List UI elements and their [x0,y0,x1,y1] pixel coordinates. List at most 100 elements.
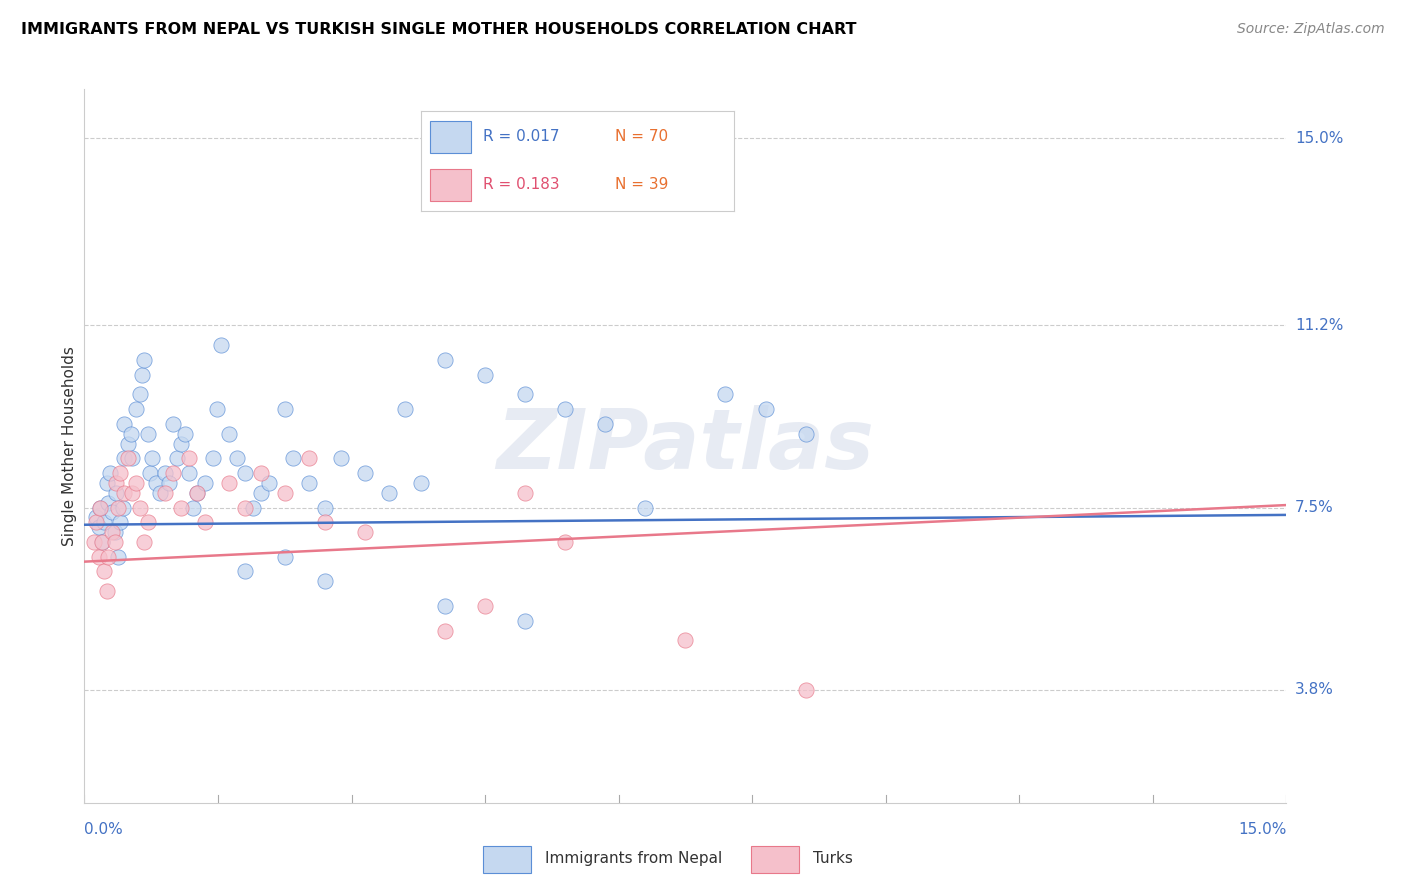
Point [675,633,697,648]
Point [134,352,156,367]
Point [101,525,124,540]
Text: 11.2%: 11.2% [1295,318,1343,333]
Point [134,535,156,549]
Point [249,466,271,480]
Point [117,451,139,466]
Point [107,549,129,564]
Point [329,451,352,466]
Point [125,402,148,417]
Point [87,549,110,564]
Point [194,516,217,530]
Point [274,402,297,417]
Point [595,417,617,431]
Point [114,451,135,466]
Point [97,549,120,564]
Point [515,485,537,500]
Point [298,475,321,490]
Point [121,451,143,466]
Text: ZIPatlas: ZIPatlas [496,406,875,486]
Point [93,516,115,530]
Point [101,505,124,519]
Point [378,485,401,500]
Point [89,500,111,515]
Point [145,475,167,490]
Text: 7.5%: 7.5% [1295,500,1333,515]
Point [169,436,191,450]
Point [434,352,457,367]
Point [354,525,377,540]
Point [125,475,148,490]
Point [111,500,134,515]
Point [218,426,240,441]
Text: Immigrants from Nepal: Immigrants from Nepal [546,851,723,866]
Point [634,500,657,515]
Point [218,475,240,490]
Point [121,485,143,500]
Point [554,535,576,549]
Text: 3.8%: 3.8% [1295,682,1334,698]
Point [105,485,128,500]
Point [257,475,280,490]
Point [87,520,110,534]
Point [354,466,377,480]
Point [110,466,132,480]
Point [107,500,129,515]
Point [274,549,297,564]
Point [141,451,163,466]
Point [186,485,208,500]
Point [169,500,191,515]
Point [91,535,114,549]
Point [104,535,127,549]
Point [149,485,172,500]
Point [209,338,232,352]
Point [120,426,142,441]
Point [554,402,576,417]
Point [205,402,228,417]
Point [177,451,200,466]
Point [714,387,737,401]
Point [474,368,496,382]
Point [114,485,135,500]
Text: IMMIGRANTS FROM NEPAL VS TURKISH SINGLE MOTHER HOUSEHOLDS CORRELATION CHART: IMMIGRANTS FROM NEPAL VS TURKISH SINGLE … [21,22,856,37]
Point [114,417,135,431]
Point [233,466,256,480]
Point [233,565,256,579]
Text: Turks: Turks [813,851,853,866]
Point [139,466,162,480]
Point [794,682,817,697]
Point [86,510,108,524]
Text: 15.0%: 15.0% [1239,822,1286,838]
Point [755,402,778,417]
Point [281,451,304,466]
Point [98,466,121,480]
Point [110,516,132,530]
Point [105,475,128,490]
Point [93,565,115,579]
Point [314,500,336,515]
Point [91,535,114,549]
Point [515,387,537,401]
Point [104,525,127,540]
Point [138,426,160,441]
Text: 15.0%: 15.0% [1295,131,1343,146]
Point [298,451,321,466]
Point [186,485,208,500]
Point [96,584,118,599]
Point [129,387,152,401]
Point [131,368,153,382]
Point [242,500,264,515]
Text: 0.0%: 0.0% [84,822,124,838]
Bar [484,847,531,873]
Point [138,516,160,530]
Bar [751,847,799,873]
Point [434,624,457,638]
Point [157,475,180,490]
Point [153,485,176,500]
Point [129,500,152,515]
Point [166,451,188,466]
Point [409,475,432,490]
Point [153,466,176,480]
Text: Source: ZipAtlas.com: Source: ZipAtlas.com [1237,22,1385,37]
Point [474,599,496,613]
Point [162,466,184,480]
